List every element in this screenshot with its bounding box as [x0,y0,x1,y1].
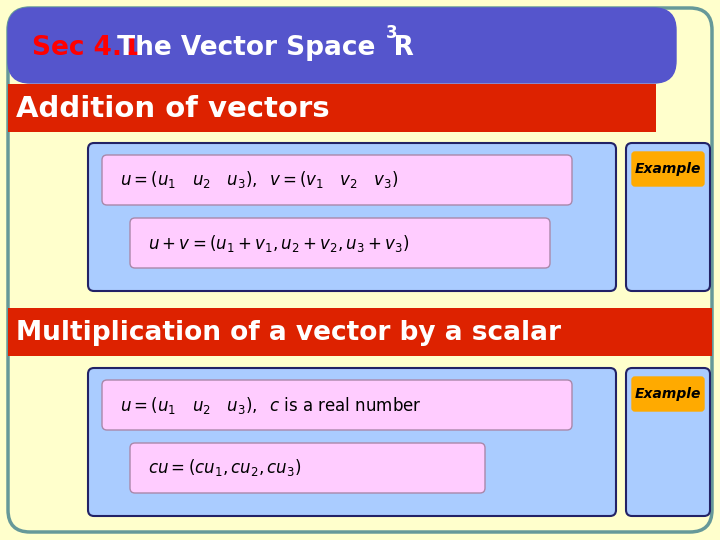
Text: Example: Example [635,162,701,176]
Text: $cu=(cu_1,cu_2,cu_3)$: $cu=(cu_1,cu_2,cu_3)$ [148,457,302,478]
Text: $u+v=(u_1+v_1,u_2+v_2,u_3+v_3)$: $u+v=(u_1+v_1,u_2+v_2,u_3+v_3)$ [148,233,410,253]
FancyBboxPatch shape [102,155,572,205]
FancyBboxPatch shape [102,380,572,430]
Text: The Vector Space  R: The Vector Space R [108,35,414,61]
FancyBboxPatch shape [632,377,704,411]
FancyBboxPatch shape [88,368,616,516]
Text: 3: 3 [386,24,397,42]
FancyBboxPatch shape [632,152,704,186]
Text: Addition of vectors: Addition of vectors [16,95,330,123]
FancyBboxPatch shape [88,143,616,291]
FancyBboxPatch shape [626,143,710,291]
Text: $u=(u_1\quad u_2\quad u_3),\;\; v=(v_1\quad v_2\quad v_3)$: $u=(u_1\quad u_2\quad u_3),\;\; v=(v_1\q… [120,170,399,191]
Text: Multiplication of a vector by a scalar: Multiplication of a vector by a scalar [16,320,561,346]
FancyBboxPatch shape [8,8,712,532]
Bar [8,308,712,356]
FancyBboxPatch shape [130,443,485,493]
Text: Sec 4.1: Sec 4.1 [32,35,140,61]
Text: Example: Example [635,387,701,401]
Bar [8,84,656,132]
Text: $u=(u_1\quad u_2\quad u_3),\;\; c$ is a real number: $u=(u_1\quad u_2\quad u_3),\;\; c$ is a … [120,395,422,415]
FancyBboxPatch shape [8,8,676,83]
FancyBboxPatch shape [626,368,710,516]
FancyBboxPatch shape [130,218,550,268]
